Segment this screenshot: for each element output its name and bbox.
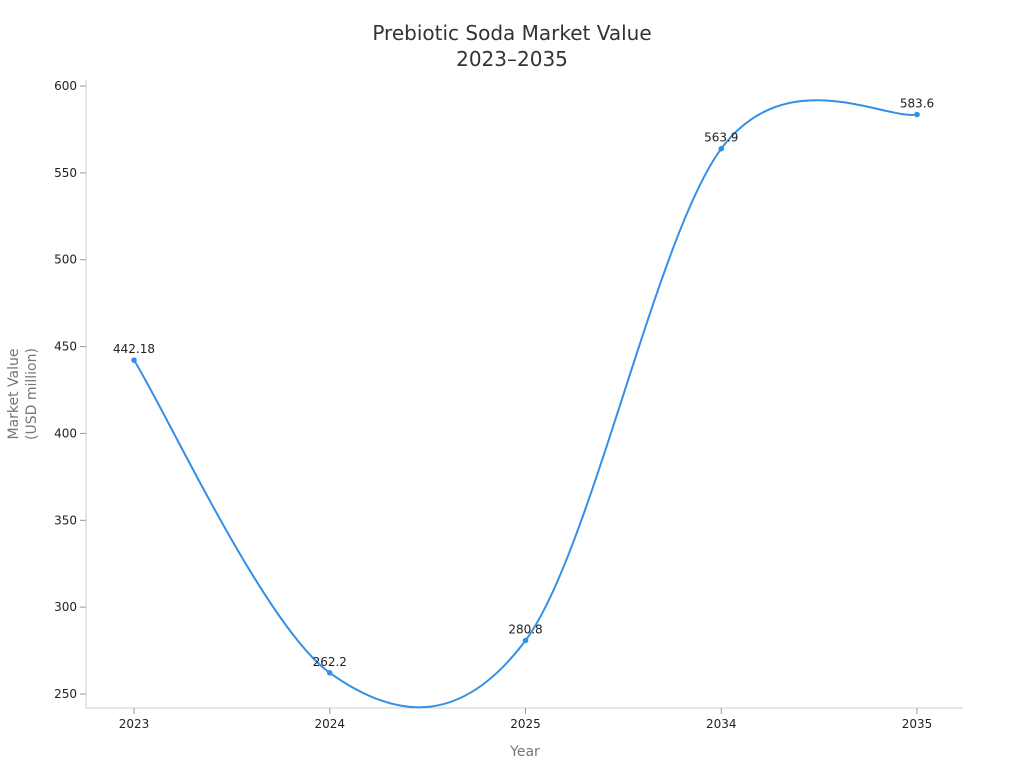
data-point bbox=[718, 145, 725, 152]
data-point bbox=[522, 637, 529, 644]
x-tick-label: 2025 bbox=[510, 717, 541, 731]
y-tick-label: 400 bbox=[54, 426, 77, 440]
x-tick-label: 2035 bbox=[902, 717, 933, 731]
chart-title: Prebiotic Soda Market Value bbox=[372, 21, 651, 45]
data-label: 442.18 bbox=[113, 342, 155, 356]
y-tick-label: 250 bbox=[54, 687, 77, 701]
y-tick-label: 500 bbox=[54, 253, 77, 267]
x-axis-label: Year bbox=[509, 744, 540, 760]
y-tick-label: 300 bbox=[54, 600, 77, 614]
x-tick-label: 2034 bbox=[706, 717, 737, 731]
y-axis-label-unit: (USD million) bbox=[24, 348, 40, 440]
data-point bbox=[326, 670, 333, 676]
y-axis-label: Market Value bbox=[6, 348, 22, 439]
x-tick-label: 2024 bbox=[314, 717, 345, 731]
data-label: 262.2 bbox=[313, 655, 347, 669]
y-tick-label: 450 bbox=[54, 340, 77, 354]
data-label: 583.6 bbox=[900, 96, 934, 110]
y-tick-label: 350 bbox=[54, 513, 77, 527]
data-label: 563.9 bbox=[704, 131, 738, 145]
x-tick-label: 2023 bbox=[119, 717, 150, 731]
chart-subtitle: 2023–2035 bbox=[456, 47, 568, 71]
y-tick-label: 550 bbox=[54, 166, 77, 180]
data-point bbox=[131, 357, 137, 363]
series-line bbox=[133, 99, 918, 709]
data-label: 280.8 bbox=[508, 622, 542, 636]
data-point bbox=[914, 111, 920, 118]
y-tick-label: 600 bbox=[54, 79, 77, 93]
